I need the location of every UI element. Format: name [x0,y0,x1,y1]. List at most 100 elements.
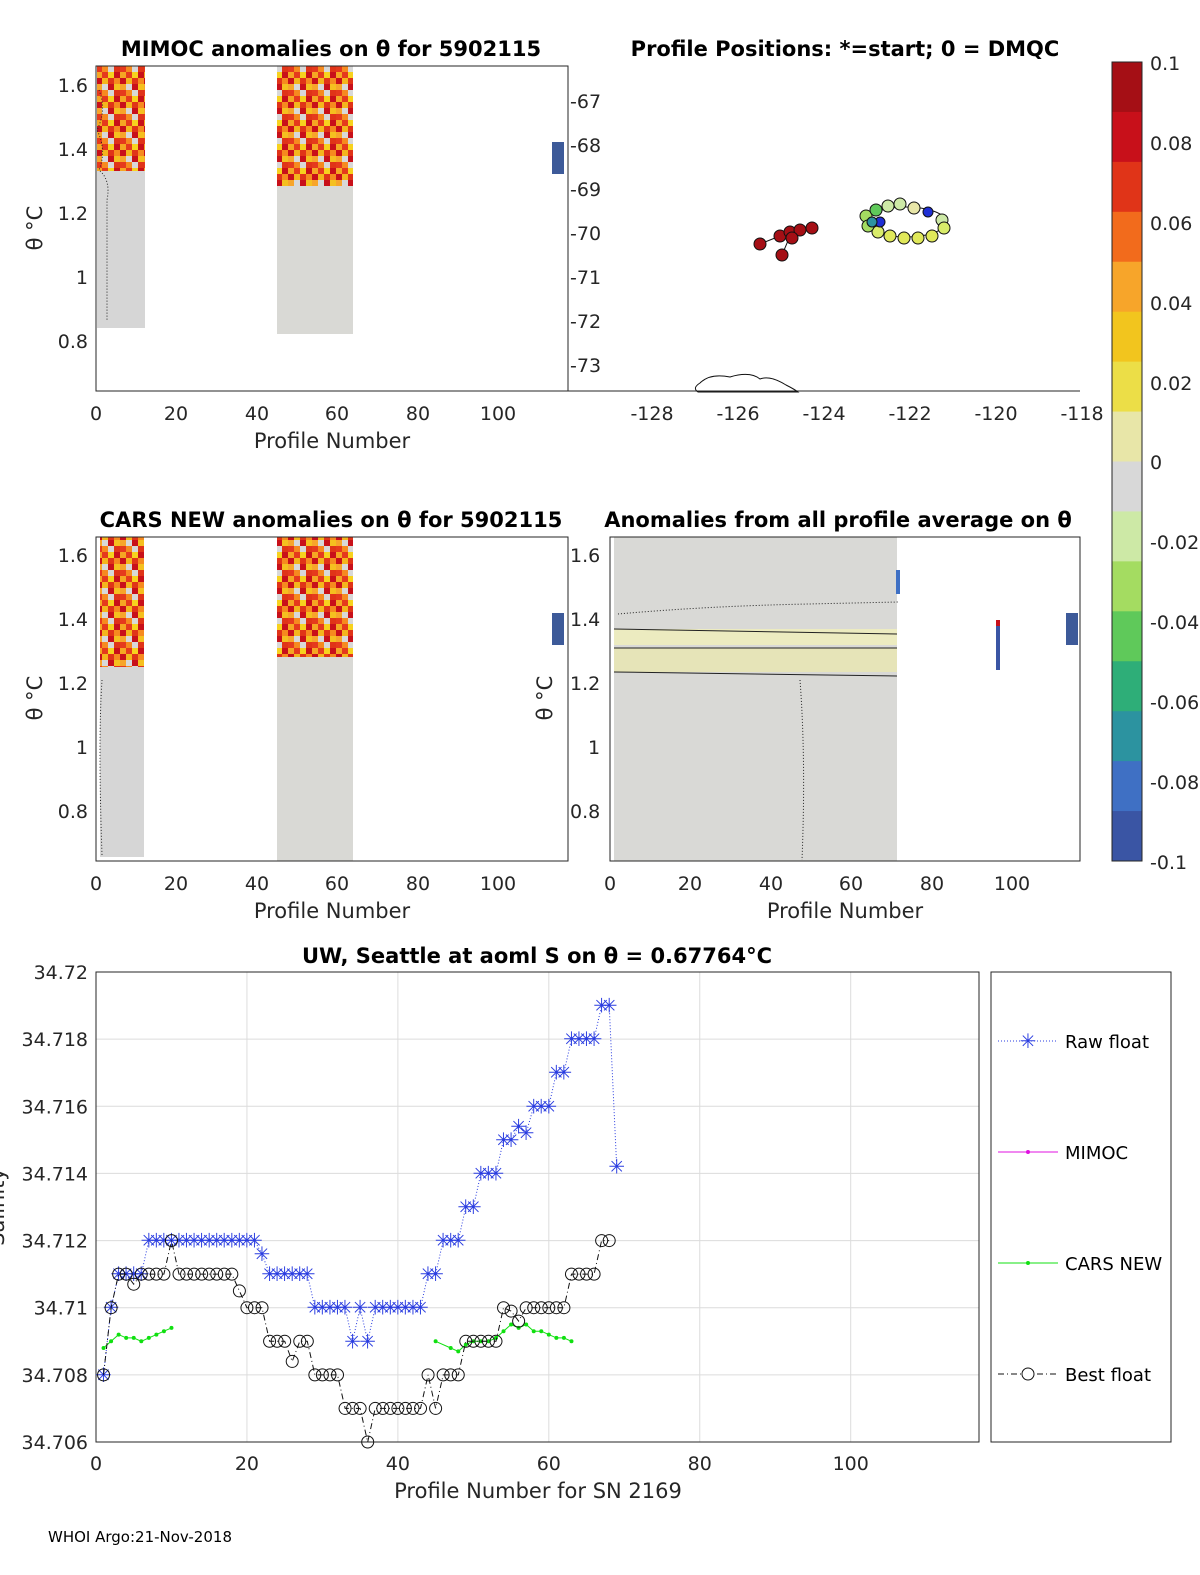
data-point [486,1339,491,1344]
data-point [549,1301,563,1315]
data-point: ✳ [261,1262,278,1286]
data-point: ✳ [140,1229,157,1253]
data-point [247,1301,261,1315]
data-point [232,1284,246,1298]
data-point: ✳ [148,1229,165,1253]
data-point [315,1368,329,1382]
data-point: ✳ [495,1128,512,1152]
data-point: ✳ [427,1262,444,1286]
avg-ytick: 1.4 [570,609,600,631]
series-line [103,1327,172,1349]
colorbar-cell [1112,261,1142,313]
data-point: ✳ [397,1296,414,1320]
avg-ytick: 0.8 [570,801,600,823]
cars-xtick: 40 [245,873,269,895]
data-point [124,1335,129,1340]
positions-axes [567,66,1080,392]
data-point: ✳ [344,1329,361,1353]
data-point [572,1267,586,1281]
positions-xtick: -120 [974,403,1017,425]
avg-mark [996,620,1000,626]
data-point [481,1334,495,1348]
mimoc-xtick: 80 [406,403,430,425]
data-point [263,1334,277,1348]
data-point [308,1368,322,1382]
series-line [435,1323,572,1352]
positions-ytick: -68 [570,135,601,157]
colorbar-ticks: 0.1 0.08 0.06 0.04 0.02 0 -0.02 -0.04 -0… [1150,53,1199,874]
colorbar-tick: -0.06 [1150,692,1199,714]
data-point: ✳ [503,1128,520,1152]
mimoc-xtick: 20 [164,403,188,425]
data-point [146,1335,151,1340]
avg-xlabel: Profile Number [767,899,924,923]
data-point [474,1334,488,1348]
salinity-xtick: 80 [688,1453,712,1475]
colorbar-tick: 0.08 [1150,133,1192,155]
data-point: ✳ [608,1155,625,1179]
data-point: ✳ [593,994,610,1018]
colorbar-tick: -0.08 [1150,772,1199,794]
data-point [278,1334,292,1348]
legend-label: Raw float [1065,1032,1149,1053]
data-point [398,1401,412,1415]
data-point [509,1322,514,1327]
avg-marker [1066,613,1078,645]
avg-fill [614,537,897,861]
data-point [504,1304,518,1318]
colorbar-cell [1112,62,1142,113]
legend: ✳ Raw float MIMOC CARS NEW Best float [990,971,1172,1443]
legend-label: MIMOC [1065,1143,1128,1164]
avg-xtick: 20 [678,873,702,895]
mimoc-ytick: 0.8 [58,331,88,353]
data-point [421,1368,435,1382]
data-point [557,1301,571,1315]
mimoc-xlabel: Profile Number [254,429,411,453]
avg-mark [896,570,900,594]
data-point [285,1354,299,1368]
positions-ytick: -69 [570,179,601,201]
data-point: ✳ [178,1229,195,1253]
mimoc-xtick: 60 [325,403,349,425]
cars-ylabel: θ °C [23,676,47,721]
avg-ytick: 1.2 [570,673,600,695]
mimoc-ytick: 1.2 [58,203,88,225]
data-point: ✳ [367,1296,384,1320]
data-point [383,1401,397,1415]
data-point: ✳ [223,1229,240,1253]
colorbar-cells [1112,62,1142,862]
colorbar-tick: 0.04 [1150,293,1192,315]
mimoc-xtick: 100 [480,403,516,425]
data-point: ✳ [525,1094,542,1118]
data-point [157,1267,171,1281]
data-point [587,1267,601,1281]
salinity-xtick: 0 [90,1453,102,1475]
data-point: ✳ [276,1262,293,1286]
data-point [134,1267,148,1281]
footer-stamp: WHOI Argo:21-Nov-2018 [48,1528,232,1546]
colorbar-cell [1112,711,1142,762]
mimoc-ylabel: θ °C [23,206,47,251]
data-point: ✳ [563,1027,580,1051]
salinity-xtick: 20 [235,1453,259,1475]
data-point [353,1401,367,1415]
data-point [131,1335,136,1340]
data-point: ✳ [382,1296,399,1320]
data-point: ✳ [586,1027,603,1051]
data-point: ✳ [457,1195,474,1219]
colorbar-tick: 0.06 [1150,213,1192,235]
positions-title: Profile Positions: *=start; 0 = DMQC [631,37,1060,61]
colorbar-cell [1112,461,1142,512]
data-point: ✳ [435,1229,452,1253]
data-point: ✳ [405,1296,422,1320]
cars-xtick: 60 [325,873,349,895]
mimoc-xtick: 0 [90,403,102,425]
data-point: ✳ [548,1061,565,1085]
data-point [451,1368,465,1382]
cars-xlabel: Profile Number [254,899,411,923]
data-point [602,1234,616,1248]
positions-ytick: -73 [570,355,601,377]
data-point: ✳ [193,1229,210,1253]
data-point: ✳ [322,1296,339,1320]
